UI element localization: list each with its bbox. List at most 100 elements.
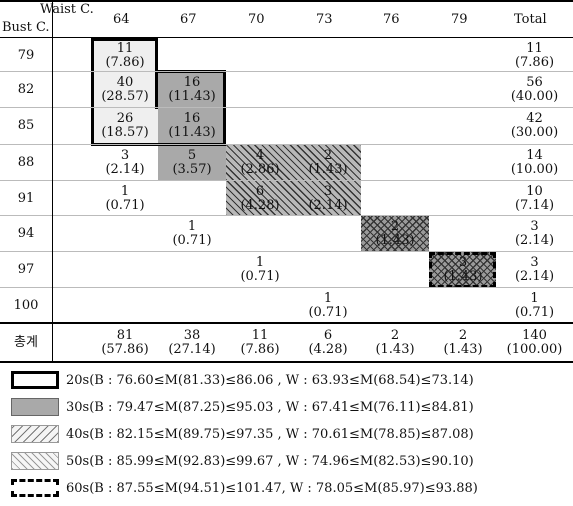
legend-text: 40s(B : 82.15≤M(89.75)≤97.35 , W : 70.61…: [66, 427, 474, 442]
cell-percent: (0.71): [105, 197, 145, 213]
column-header-70: 70: [248, 12, 265, 27]
bust-row-label: 79: [17, 47, 35, 63]
cell-percent: (11.43): [168, 88, 216, 104]
row-rule: [0, 180, 573, 181]
cell-percent: (2.14): [105, 161, 145, 177]
shade-50s: [361, 216, 429, 252]
waist-header-label: Waist C.: [40, 2, 94, 17]
total-count: 42: [526, 110, 543, 126]
total-count: 56: [526, 74, 543, 90]
bust-row-label: 100: [13, 297, 39, 313]
sum-count: 2: [458, 327, 468, 343]
sum-count: 2: [390, 327, 400, 343]
cell-count: 1: [120, 183, 130, 199]
total-count: 3: [530, 218, 539, 234]
cell-count: 16: [183, 74, 201, 90]
table-cell: 3 (2.14): [91, 145, 159, 180]
row-total: 14 (10.00): [496, 145, 573, 180]
cell-count: 40: [116, 74, 134, 90]
total-percent: (30.00): [510, 124, 559, 140]
bust-row-label: 91: [17, 190, 35, 206]
shade-20s: [91, 38, 158, 145]
sum-cell: 81 (57.86): [91, 324, 159, 361]
cell-percent: (3.57): [172, 161, 212, 177]
cell-count: 3: [458, 254, 468, 270]
header-rule: [0, 37, 573, 38]
outline-60s: [429, 252, 496, 288]
column-header-73: 73: [316, 12, 333, 27]
cell-percent: (1.43): [375, 232, 415, 248]
table-cell: 1 (0.71): [91, 181, 159, 216]
sum-rule: [0, 322, 573, 324]
cell-percent: (0.71): [308, 304, 348, 320]
cell-count: 16: [183, 110, 201, 126]
row-total: 3 (2.14): [496, 252, 573, 287]
cell-count: 3: [323, 183, 333, 199]
column-header-76: 76: [383, 12, 400, 27]
table-cell: 11 (7.86): [91, 38, 159, 73]
cell-count: 2: [323, 147, 333, 163]
legend-swatch: [11, 425, 59, 443]
sum-percent: (1.43): [375, 341, 415, 357]
table-cell: 26 (18.57): [91, 108, 159, 143]
total-percent: (2.14): [514, 268, 555, 284]
table-cell: 2 (1.43): [361, 216, 429, 251]
cell-count: 11: [116, 40, 134, 56]
cell-percent: (7.86): [105, 54, 145, 70]
cell-count: 3: [120, 147, 130, 163]
row-total: 56 (40.00): [496, 72, 573, 107]
legend-text: 60s(B : 87.55≤M(94.51)≤101.47, W : 78.05…: [66, 481, 478, 496]
total-count: 11: [526, 40, 543, 56]
total-percent: (40.00): [510, 88, 559, 104]
table-cell: 5 (3.57): [158, 145, 226, 180]
cell-count: 1: [323, 290, 333, 306]
legend-text: 20s(B : 76.60≤M(81.33)≤86.06 , W : 63.93…: [66, 373, 474, 388]
bust-row-label: 94: [17, 225, 35, 241]
sum-count: 6: [323, 327, 333, 343]
cell-percent: (28.57): [101, 88, 149, 104]
legend-text: 50s(B : 85.99≤M(92.83)≤99.67 , W : 74.96…: [66, 454, 474, 469]
total-percent: (2.14): [514, 232, 555, 248]
total-count: 10: [526, 183, 543, 199]
grand-total: 140 (100.00): [496, 324, 573, 361]
cell-percent: (1.43): [308, 161, 348, 177]
total-count: 14: [526, 147, 543, 163]
row-label-divider: [52, 0, 53, 363]
grand-total-count: 140: [522, 327, 547, 343]
sum-percent: (27.14): [168, 341, 216, 357]
sum-count: 81: [116, 327, 134, 343]
legend-item: 30s(B : 79.47≤M(87.25)≤95.03 , W : 67.41…: [0, 395, 573, 422]
bust-row-label: 97: [17, 261, 35, 277]
table-cell: 40 (28.57): [91, 72, 159, 107]
legend-item: 60s(B : 87.55≤M(94.51)≤101.47, W : 78.05…: [0, 476, 573, 503]
total-percent: (7.86): [514, 54, 555, 70]
total-count: 3: [530, 254, 539, 270]
sum-cell: 2 (1.43): [361, 324, 429, 361]
sum-cell: 6 (4.28): [294, 324, 362, 361]
cell-count: 6: [255, 183, 265, 199]
sum-percent: (57.86): [101, 341, 149, 357]
row-rule: [0, 287, 573, 288]
row-rule: [0, 107, 573, 108]
cell-percent: (18.57): [101, 124, 149, 140]
legend-swatch: [11, 371, 59, 389]
table-cell: 2 (1.43): [294, 145, 362, 180]
sum-cell: 2 (1.43): [429, 324, 497, 361]
column-header-79: 79: [451, 12, 468, 27]
sum-count: 38: [183, 327, 201, 343]
sum-cell: 38 (27.14): [158, 324, 226, 361]
table-cell: 4 (2.86): [226, 145, 294, 180]
sum-percent: (7.86): [240, 341, 280, 357]
table-cell: 16 (11.43): [158, 72, 226, 107]
shade-30s: [158, 72, 226, 181]
cell-percent: (1.43): [443, 268, 483, 284]
cell-count: 2: [390, 218, 400, 234]
row-rule: [0, 251, 573, 252]
cell-count: 1: [255, 254, 265, 270]
legend-swatch: [11, 398, 59, 416]
legend-item: 50s(B : 85.99≤M(92.83)≤99.67 , W : 74.96…: [0, 449, 573, 476]
cell-count: 4: [255, 147, 265, 163]
sum-percent: (4.28): [308, 341, 348, 357]
sum-percent: (1.43): [443, 341, 483, 357]
bust-header-label: Bust C.: [2, 20, 50, 35]
